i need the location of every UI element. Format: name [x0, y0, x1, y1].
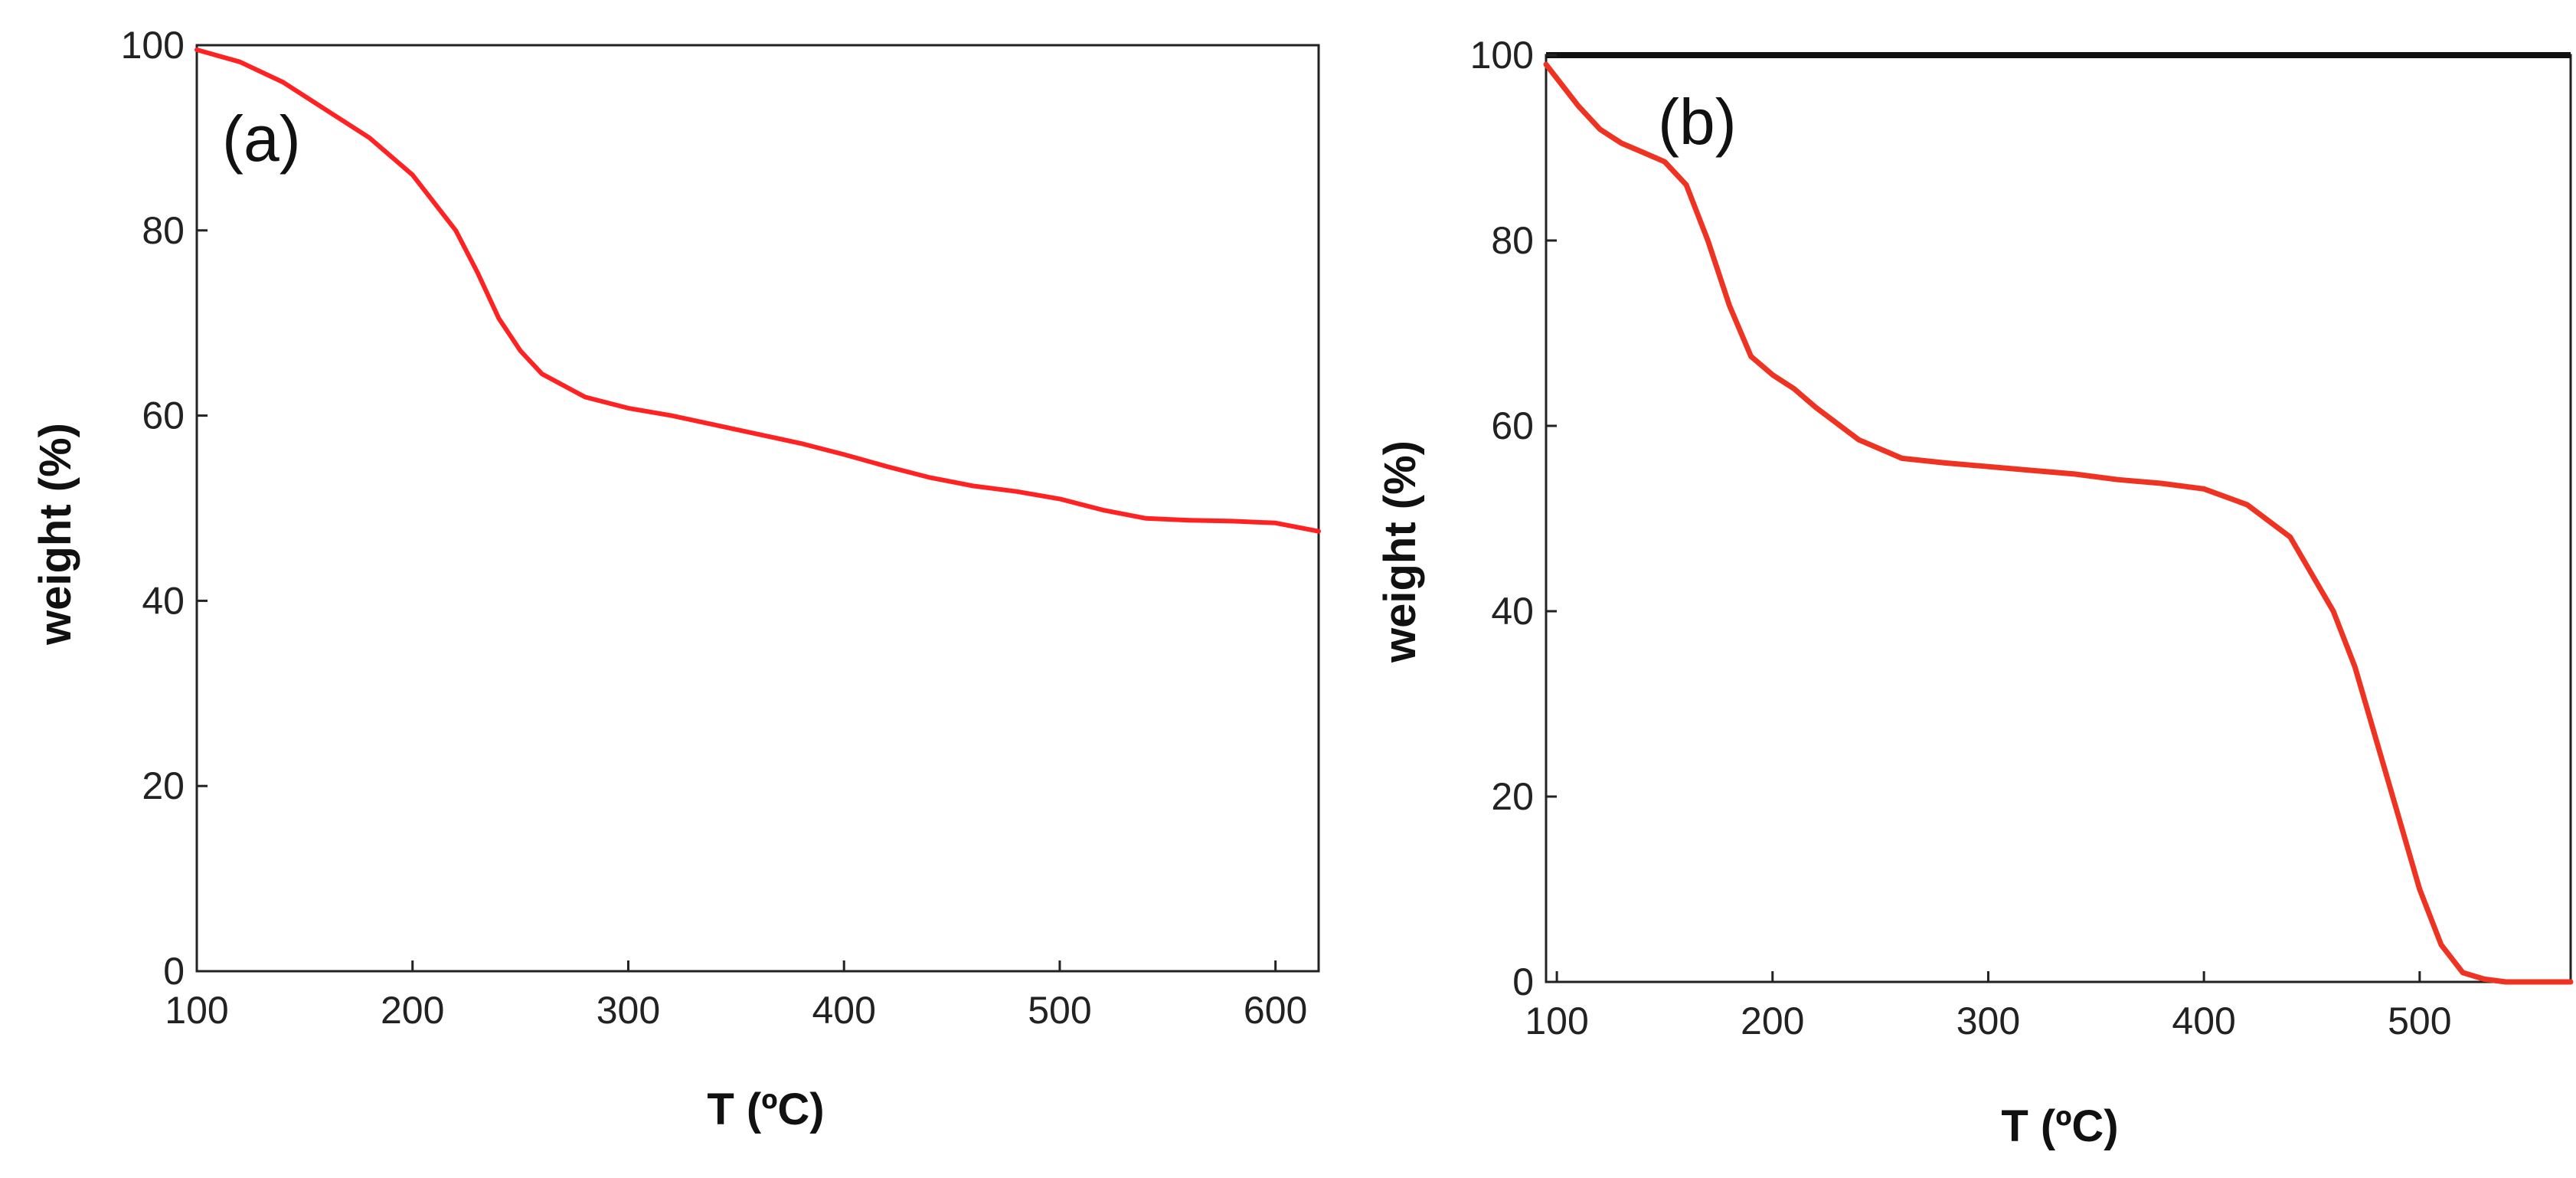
- chart-a-y-tick-label: 60: [142, 394, 185, 437]
- chart-b-x-tick-label: 200: [1741, 1000, 1804, 1042]
- chart-b-x-tick-label: 100: [1525, 1000, 1588, 1042]
- chart-a-x-axis-label: T (ºC): [707, 1085, 824, 1134]
- chart-a-series-line: [195, 47, 1321, 534]
- chart-b-x-tick-label: 500: [2388, 1000, 2451, 1042]
- chart-a-x-tick-label: 500: [1028, 989, 1091, 1032]
- chart-a-frame: [195, 44, 1320, 973]
- chart-a-x-tick-label: 200: [381, 989, 444, 1032]
- chart-b-panel-label: (b): [1658, 86, 1737, 158]
- chart-a-y-tick-label: 0: [163, 950, 185, 993]
- chart-a-x-tick-label: 400: [812, 989, 875, 1032]
- chart-b-y-tick-label: 60: [1491, 404, 1534, 447]
- chart-a-y-axis-label: weight (%): [31, 423, 80, 646]
- chart-b-x-tick-label: 300: [1957, 1000, 2020, 1042]
- chart-a-y-tick-label: 40: [142, 579, 185, 622]
- chart-a-x-tick-label: 300: [597, 989, 660, 1032]
- chart-b-series-line: [1543, 61, 2574, 985]
- chart-a-panel-label: (a): [222, 103, 301, 175]
- chart-b-y-axis-label: weight (%): [1375, 440, 1425, 663]
- chart-a-y-tick-label: 100: [121, 24, 185, 67]
- chart-b-x-axis-label: T (ºC): [2001, 1101, 2118, 1151]
- chart-b-y-tick-label: 0: [1512, 960, 1534, 1003]
- chart-a-y-ticks: 0 20 40 60 80 100: [121, 24, 208, 993]
- chart-a-y-tick-label: 20: [142, 764, 185, 807]
- chart-b-y-ticks: 0 20 40 60 80 100: [1470, 34, 1557, 1003]
- chart-b-y-tick-label: 100: [1470, 34, 1534, 77]
- chart-a-x-ticks: 100 200 300 400 500 600: [165, 960, 1307, 1032]
- chart-a-x-tick-label: 600: [1244, 989, 1307, 1032]
- chart-b-frame: [1545, 54, 2572, 983]
- chart-b-y-tick-label: 20: [1491, 775, 1534, 818]
- chart-b-y-tick-label: 40: [1491, 590, 1534, 633]
- chart-a-y-tick-label: 80: [142, 209, 185, 252]
- chart-b-x-tick-label: 400: [2172, 1000, 2235, 1042]
- chart-b-x-ticks: 100 200 300 400 500: [1525, 971, 2452, 1042]
- chart-a: 0 20 40 60 80 100 100 200 300 400 500 600 (a) T (º…: [31, 24, 1321, 1134]
- chart-b-y-tick-label: 80: [1491, 219, 1534, 262]
- chart-a-x-tick-label: 100: [165, 989, 228, 1032]
